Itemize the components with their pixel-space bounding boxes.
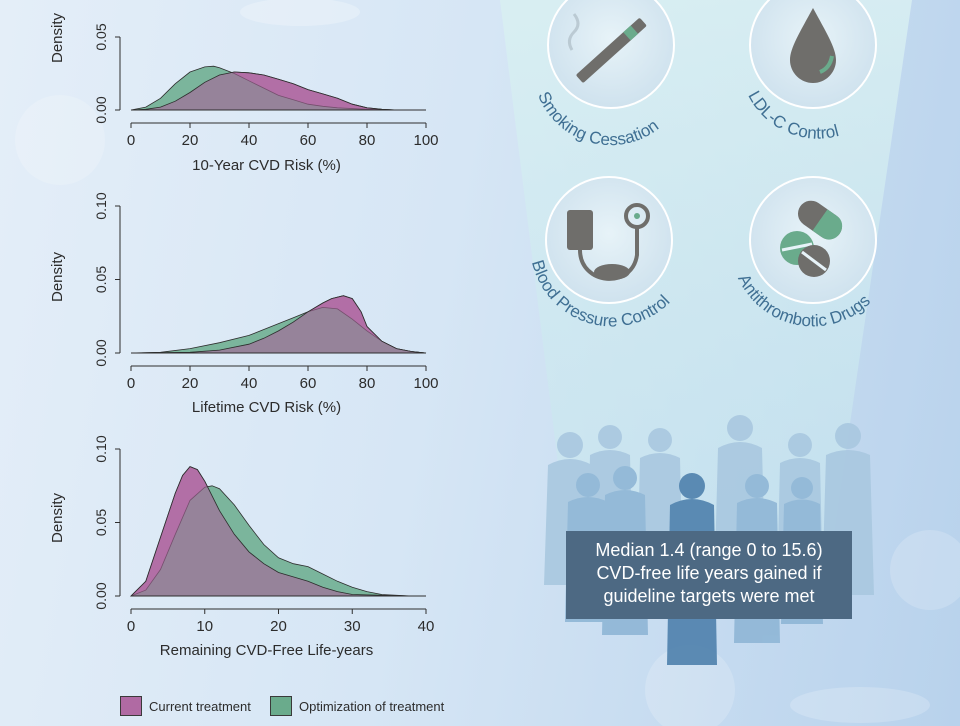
callout-line: guideline targets were met (603, 586, 815, 606)
x-tick-label: 0 (127, 618, 135, 635)
y-tick-label: 0.00 (93, 582, 109, 609)
x-axis-label: Remaining CVD-Free Life-years (160, 642, 373, 659)
current-treatment-density-overlay (130, 295, 427, 354)
background-pill-decoration (645, 645, 735, 726)
y-tick-label: 0.05 (93, 266, 109, 293)
y-tick-label: 0.10 (93, 435, 109, 462)
x-tick-label: 10 (196, 618, 213, 635)
x-tick-label: 100 (413, 132, 438, 149)
x-tick-label: 60 (300, 132, 317, 149)
density-chart-2: 0 20 40 60 80 100 Lifetime CVD Risk (%) 0.00 0.0… (49, 192, 439, 416)
legend-swatch-optimized (270, 696, 292, 716)
y-tick-label: 0.05 (93, 23, 109, 50)
background-pill-decoration (790, 687, 930, 723)
legend-label-current: Current treatment (149, 699, 251, 714)
y-axis-label: Density (49, 12, 66, 63)
x-tick-label: 40 (241, 132, 258, 149)
x-tick-label: 30 (344, 618, 361, 635)
x-tick-label: 40 (241, 375, 258, 392)
x-tick-label: 80 (359, 375, 376, 392)
density-chart-3: 0 10 20 30 40 Remaining CVD-Free Life-years 0.… (49, 435, 434, 659)
callout-line: CVD-free life years gained if (596, 563, 822, 583)
legend-label-optimized: Optimization of treatment (299, 699, 445, 714)
spotlight-beam (500, 0, 912, 560)
y-axis-label: Density (49, 492, 66, 543)
x-tick-label: 0 (127, 132, 135, 149)
x-tick-label: 100 (413, 375, 438, 392)
cigarette-icon (567, 13, 647, 83)
callout-line: Median 1.4 (range 0 to 15.6) (595, 540, 823, 560)
y-axis-label: Density (49, 251, 66, 302)
x-tick-label: 20 (182, 375, 199, 392)
x-tick-label: 20 (270, 618, 287, 635)
background-pill-decoration (890, 530, 960, 610)
background-pill-decoration (15, 95, 105, 185)
result-callout: Median 1.4 (range 0 to 15.6) CVD-free li… (566, 531, 852, 619)
x-tick-label: 40 (418, 618, 435, 635)
x-tick-label: 20 (182, 132, 199, 149)
current-treatment-density-overlay (130, 71, 426, 111)
background-pill-decoration (240, 0, 360, 26)
current-treatment-density-overlay (130, 466, 412, 597)
pills-icon (780, 200, 843, 277)
y-tick-label: 0.00 (93, 96, 109, 123)
y-tick-label: 0.00 (93, 339, 109, 366)
legend-swatch-current (120, 696, 142, 716)
density-chart-1: 0 20 40 60 80 100 10-Year CVD Risk (%) 0.00 0.05… (49, 12, 439, 174)
y-tick-label: 0.10 (93, 192, 109, 219)
x-tick-label: 0 (127, 375, 135, 392)
antithrombotic-item: Antithrombotic Drugs (734, 176, 877, 330)
blood-pressure-cuff-icon (567, 203, 650, 281)
x-axis-label: 10-Year CVD Risk (%) (192, 157, 341, 174)
x-axis-label: Lifetime CVD Risk (%) (192, 399, 341, 416)
x-tick-label: 60 (300, 375, 317, 392)
y-tick-label: 0.05 (93, 509, 109, 536)
blood-drop-icon (790, 8, 836, 83)
x-tick-label: 80 (359, 132, 376, 149)
